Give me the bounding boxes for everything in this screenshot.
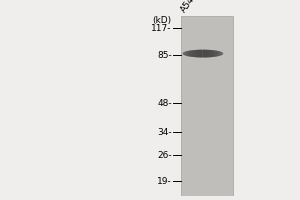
Text: A549: A549: [179, 0, 200, 14]
Text: 19-: 19-: [157, 177, 172, 186]
Text: 85-: 85-: [157, 51, 172, 60]
Text: 48-: 48-: [157, 99, 172, 108]
Text: (kD): (kD): [153, 16, 172, 25]
Text: 26-: 26-: [157, 151, 172, 160]
Text: 34-: 34-: [157, 128, 172, 137]
Bar: [181, 16, 233, 196]
Text: 117-: 117-: [152, 24, 172, 33]
